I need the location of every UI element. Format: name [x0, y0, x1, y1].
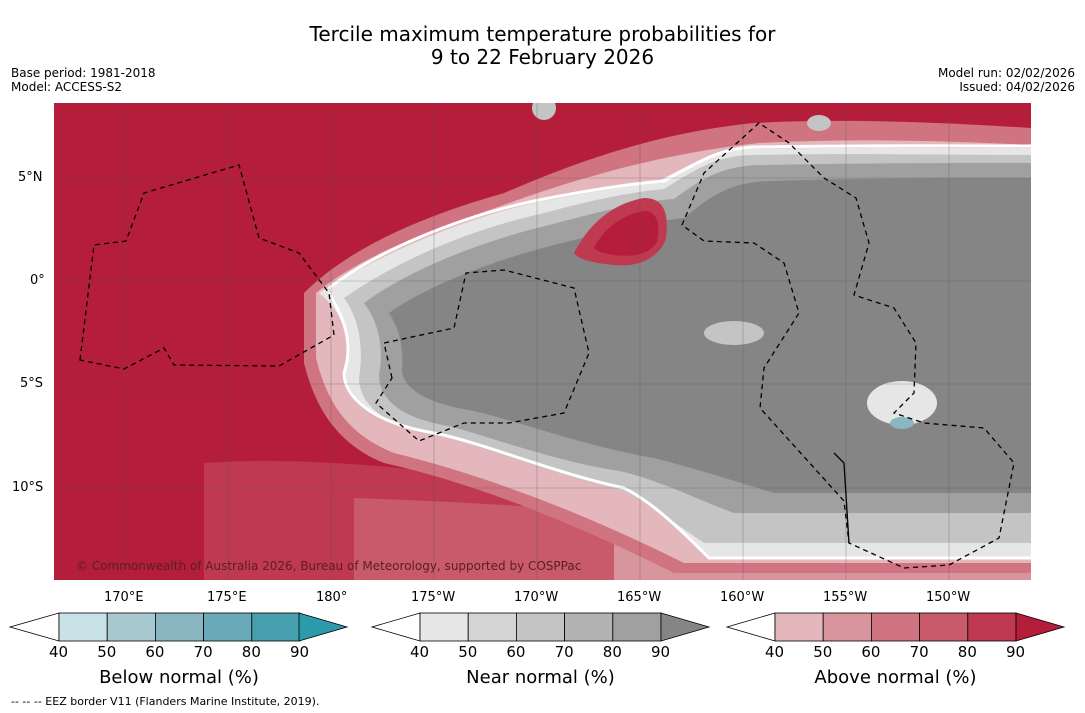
- near-patch-4: [807, 115, 831, 131]
- near-extend-left: [370, 612, 421, 642]
- colorbar-below: [8, 612, 349, 642]
- copyright-text: © Commonwealth of Australia 2026, Bureau…: [76, 559, 581, 573]
- above-intrusion-core: [594, 211, 659, 256]
- lon-label-175w: 175°W: [411, 590, 456, 605]
- probability-map: © Commonwealth of Australia 2026, Bureau…: [54, 103, 1031, 580]
- colorbar-near: [370, 612, 711, 642]
- colorbar-swatch: [967, 612, 1017, 642]
- colorbar-tick-label: 50: [458, 643, 478, 661]
- colorbar-tick-label: 80: [957, 643, 977, 661]
- below-normal-label: Below normal (%): [99, 667, 259, 688]
- lon-label-165w: 165°W: [617, 590, 662, 605]
- colorbar-swatch: [564, 612, 614, 642]
- near-normal-label: Near normal (%): [466, 667, 615, 688]
- colorbar-tick-label: 40: [765, 643, 785, 661]
- map-title-line2: 9 to 22 February 2026: [430, 45, 655, 69]
- colorbar-swatch: [154, 612, 204, 642]
- colorbar-swatch: [203, 612, 253, 642]
- colorbars-svg: [8, 612, 1066, 642]
- colorbar-tick-label: 70: [193, 643, 213, 661]
- below-patch: [890, 417, 914, 429]
- colorbar-swatch: [774, 612, 824, 642]
- colorbar-tick-label: 40: [49, 643, 69, 661]
- colorbar-swatch: [919, 612, 969, 642]
- eez-borders: [79, 122, 1015, 569]
- colorbar-above: [725, 612, 1066, 642]
- near-extend-right: [660, 612, 711, 642]
- colorbar-tick-label: 60: [506, 643, 526, 661]
- colorbar-tick-label: 70: [909, 643, 929, 661]
- colorbar-swatch: [58, 612, 108, 642]
- colorbar-tick-label: 90: [651, 643, 671, 661]
- model-text: Model: ACCESS-S2: [11, 80, 123, 94]
- lat-label-0: 0°: [30, 273, 45, 288]
- colorbar-swatch: [871, 612, 921, 642]
- gridlines: [54, 103, 1031, 580]
- lon-label-175e: 175°E: [207, 590, 247, 605]
- near-patch-2: [867, 381, 937, 425]
- above-extend-right: [1015, 612, 1066, 642]
- above-normal-label: Above normal (%): [814, 667, 977, 688]
- colorbar-tick-label: 80: [602, 643, 622, 661]
- lat-label-10s: 10°S: [12, 480, 44, 495]
- colorbar-swatch: [419, 612, 469, 642]
- lat-label-5s: 5°S: [20, 376, 44, 391]
- colorbar-tick-label: 90: [1006, 643, 1026, 661]
- eez-footnote: -- -- -- EEZ border V11 (Flanders Marine…: [11, 695, 320, 708]
- colorbar-swatch: [106, 612, 156, 642]
- near-patch-3: [532, 103, 556, 120]
- lon-label-160w: 160°W: [720, 590, 765, 605]
- near-patch-1: [704, 321, 764, 345]
- colorbar-tick-label: 60: [861, 643, 881, 661]
- below-extend-left: [8, 612, 60, 642]
- below-swatches: [58, 612, 301, 642]
- above-extend-left: [725, 612, 776, 642]
- colorbar-tick-label: 40: [410, 643, 430, 661]
- colorbar-swatch: [612, 612, 662, 642]
- base-period-text: Base period: 1981-2018: [11, 66, 156, 80]
- colorbar-swatch: [516, 612, 566, 642]
- below-extend-right: [298, 612, 349, 642]
- colorbar-tick-label: 70: [554, 643, 574, 661]
- model-run-text: Model run: 02/02/2026: [937, 66, 1075, 80]
- map-svg: © Commonwealth of Australia 2026, Bureau…: [54, 103, 1031, 580]
- colorbar-swatch: [251, 612, 301, 642]
- colorbar-tick-label: 50: [813, 643, 833, 661]
- colorbar-tick-label: 80: [241, 643, 261, 661]
- colorbar-swatch: [467, 612, 517, 642]
- lon-label-170w: 170°W: [514, 590, 559, 605]
- white-contour-top: [328, 144, 1031, 290]
- colorbar-swatch: [822, 612, 872, 642]
- colorbar-tick-label: 90: [290, 643, 310, 661]
- near-swatches: [419, 612, 662, 642]
- lon-label-155w: 155°W: [823, 590, 868, 605]
- lon-label-170e: 170°E: [104, 590, 144, 605]
- above-swatches: [774, 612, 1017, 642]
- lon-label-180: 180°: [316, 590, 348, 605]
- colorbar-tick-label: 50: [97, 643, 117, 661]
- lon-label-150w: 150°W: [926, 590, 971, 605]
- colorbar-tick-label: 60: [145, 643, 165, 661]
- map-title-line1: Tercile maximum temperature probabilitie…: [309, 22, 776, 46]
- white-contour-bottom: [327, 292, 1031, 560]
- issued-text: Issued: 04/02/2026: [959, 80, 1075, 94]
- lat-label-5n: 5°N: [18, 170, 43, 185]
